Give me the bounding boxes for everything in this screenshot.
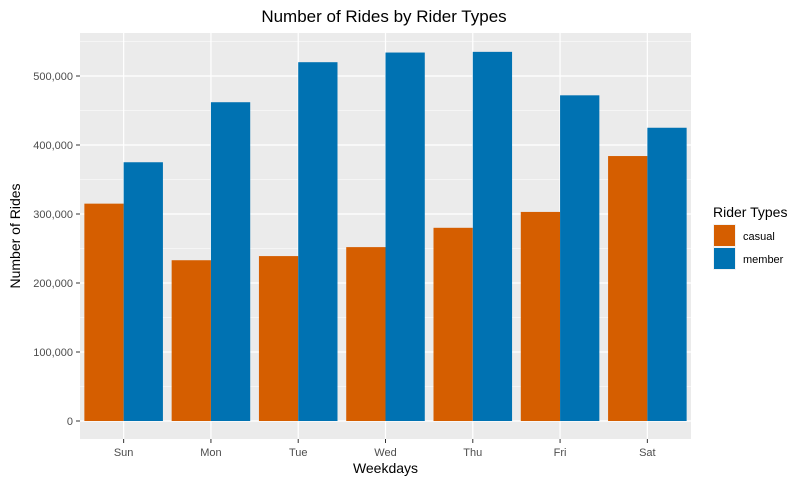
x-tick-label: Wed — [374, 447, 396, 459]
bars-group — [84, 51, 687, 422]
bar-casual-sat — [608, 156, 648, 422]
bar-member-mon — [210, 102, 251, 421]
bar-member-thu — [472, 51, 513, 421]
y-tick-label: 0 — [67, 416, 73, 428]
x-tick-label: Sun — [114, 447, 134, 459]
bar-casual-sun — [84, 203, 124, 421]
x-tick-label: Thu — [463, 447, 482, 459]
bar-member-tue — [298, 62, 338, 421]
bar-casual-mon — [171, 260, 211, 421]
x-tick-label: Fri — [554, 447, 567, 459]
legend-swatch-casual — [714, 225, 735, 246]
x-tick-label: Mon — [200, 447, 221, 459]
y-tick-label: 200,000 — [33, 278, 73, 290]
legend: Rider Types casual member — [713, 204, 787, 270]
y-tick-label: 400,000 — [33, 140, 73, 152]
legend-swatch-member — [714, 248, 735, 269]
legend-title: Rider Types — [713, 204, 787, 220]
bar-casual-wed — [346, 247, 386, 421]
y-axis: 0 100,000 200,000 300,000 400,000 500,000 — [33, 71, 80, 428]
bar-member-fri — [560, 95, 600, 421]
y-axis-label: Number of Rides — [7, 183, 23, 288]
bar-member-sat — [647, 127, 687, 421]
legend-items: casual member — [713, 224, 784, 270]
bar-casual-thu — [433, 227, 473, 421]
chart-title: Number of Rides by Rider Types — [261, 7, 506, 26]
y-tick-label: 100,000 — [33, 347, 73, 359]
x-axis: Sun Mon Tue Wed Thu Fri Sat — [114, 439, 656, 459]
bar-member-wed — [385, 52, 425, 421]
legend-label-member: member — [743, 254, 784, 266]
bar-casual-tue — [258, 256, 299, 421]
bar-member-sun — [123, 162, 163, 421]
x-axis-label: Weekdays — [353, 460, 418, 476]
y-tick-label: 500,000 — [33, 71, 73, 83]
bar-casual-fri — [520, 211, 561, 421]
legend-label-casual: casual — [743, 231, 775, 243]
y-tick-label: 300,000 — [33, 209, 73, 221]
x-tick-label: Sat — [639, 447, 656, 459]
x-tick-label: Tue — [289, 447, 308, 459]
